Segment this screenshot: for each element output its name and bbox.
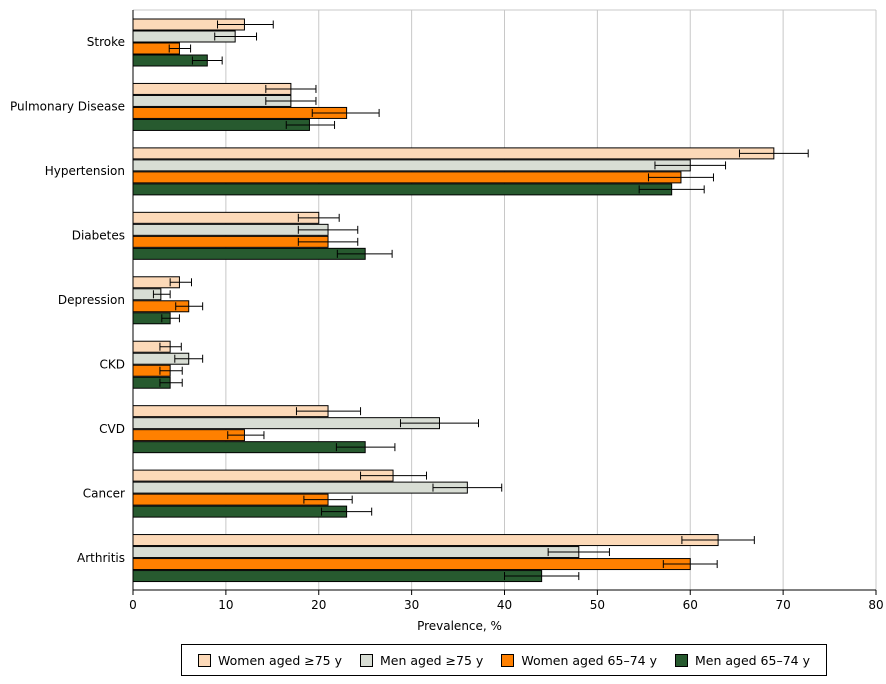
category-label: CKD xyxy=(100,357,126,371)
legend-label: Women aged ≥75 y xyxy=(218,652,342,668)
legend-item: Women aged 65–74 y xyxy=(501,653,657,668)
bar xyxy=(132,183,673,196)
bar xyxy=(132,570,543,583)
x-tick-label: 0 xyxy=(129,598,137,612)
bar xyxy=(132,505,348,518)
bar xyxy=(132,147,775,160)
legend-label: Men aged ≥75 y xyxy=(379,652,484,668)
category-label: Cancer xyxy=(83,486,125,500)
category-label: Hypertension xyxy=(45,164,125,178)
category-label: Stroke xyxy=(87,35,125,49)
legend-item: Men aged 65–74 y xyxy=(674,652,810,668)
legend-item: Men aged ≥75 y xyxy=(359,652,484,668)
legend-label: Women aged 65–74 y xyxy=(521,652,657,668)
x-axis-label: Prevalence, % xyxy=(417,619,502,633)
category-label: Pulmonary Disease xyxy=(10,100,125,114)
bar xyxy=(132,481,468,494)
bar xyxy=(132,247,366,260)
legend-swatch xyxy=(198,653,211,667)
bar xyxy=(132,159,691,172)
bar xyxy=(132,417,440,430)
category-label: CVD xyxy=(99,422,125,436)
bar xyxy=(132,558,691,571)
bar xyxy=(132,211,320,224)
x-tick-label: 20 xyxy=(311,598,326,612)
bar xyxy=(132,534,719,547)
category-label: Depression xyxy=(58,293,125,307)
legend-item: Women aged ≥75 y xyxy=(198,653,342,668)
category-label: Arthritis xyxy=(77,551,125,565)
category-label: Diabetes xyxy=(72,229,125,243)
legend-swatch xyxy=(674,653,688,667)
x-tick-label: 60 xyxy=(683,598,698,612)
legend: Women aged ≥75 y Men aged ≥75 y Women aged… xyxy=(181,644,827,676)
legend-swatch xyxy=(501,653,515,667)
x-tick-label: 10 xyxy=(218,598,233,612)
x-tick-label: 50 xyxy=(590,598,605,612)
x-tick-label: 30 xyxy=(404,598,419,612)
x-tick-label: 80 xyxy=(868,598,883,612)
bar xyxy=(132,441,366,454)
bar xyxy=(132,118,310,131)
x-tick-label: 40 xyxy=(497,598,512,612)
legend-label: Men aged 65–74 y xyxy=(694,652,810,668)
bar xyxy=(132,493,329,506)
bar xyxy=(132,171,682,184)
legend-swatch xyxy=(359,653,373,667)
bar xyxy=(132,469,394,482)
bar xyxy=(132,546,580,559)
x-tick-label: 70 xyxy=(775,598,790,612)
